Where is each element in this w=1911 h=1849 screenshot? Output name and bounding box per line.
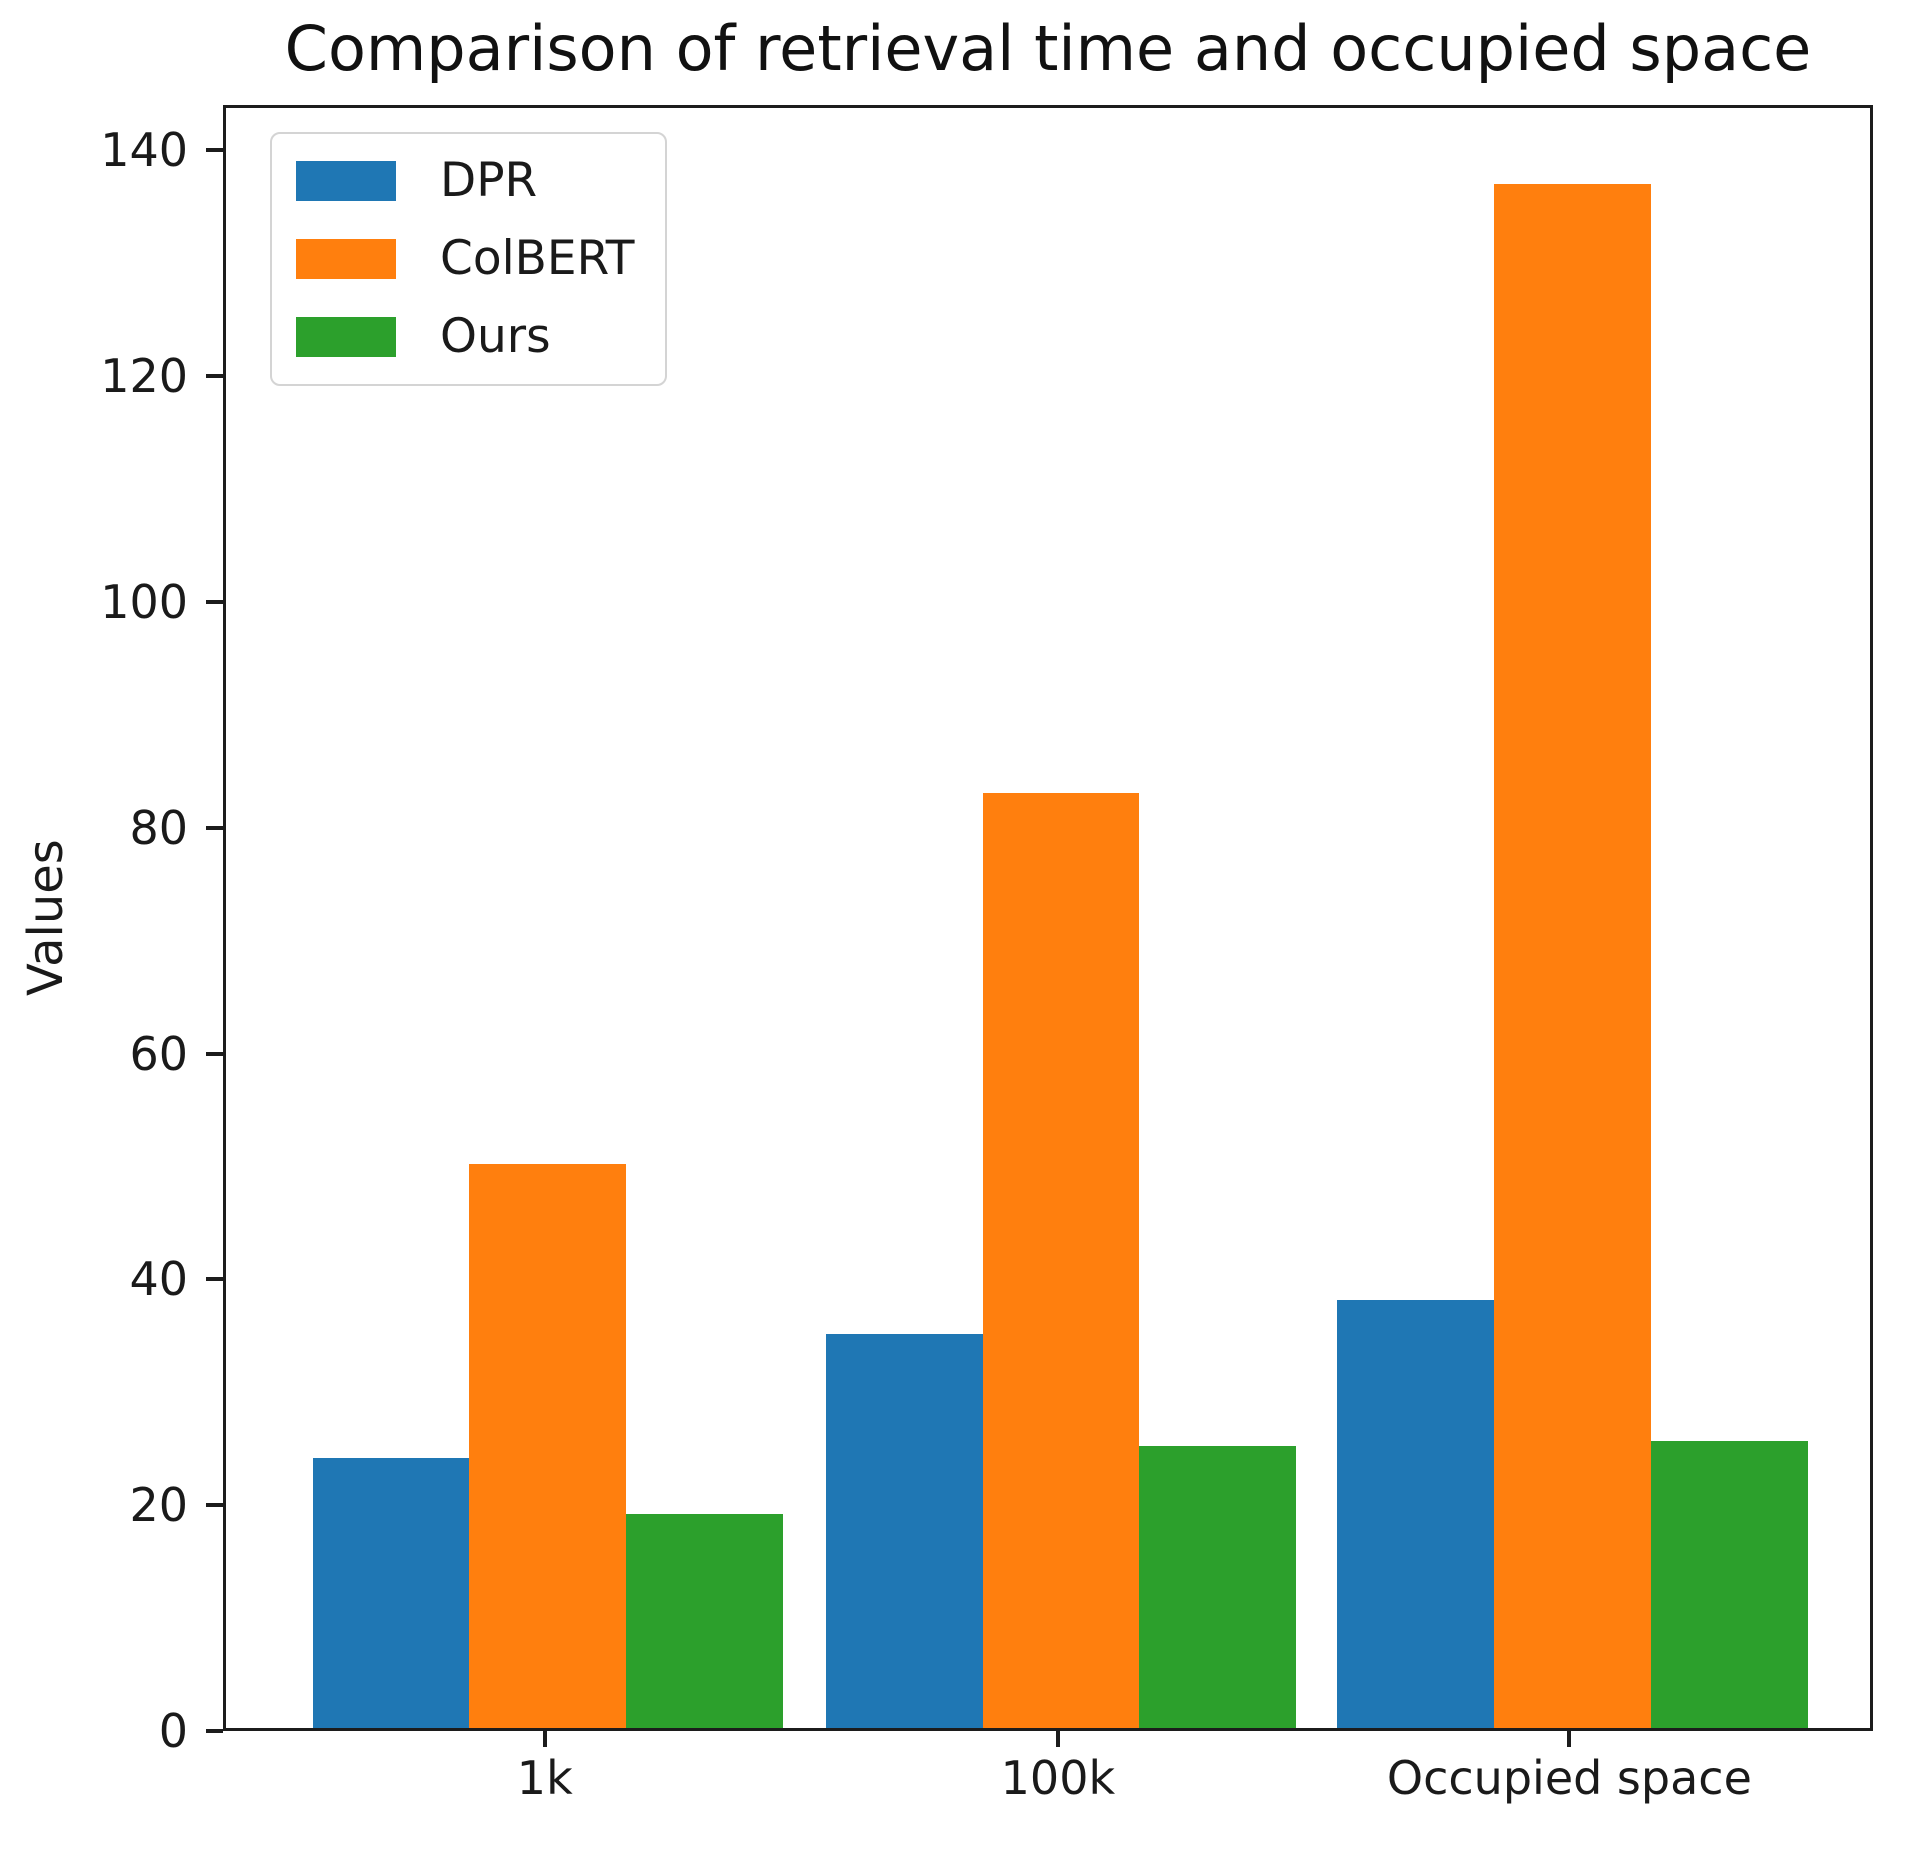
x-tick-mark — [1055, 1731, 1060, 1747]
legend-label: DPR — [440, 153, 538, 208]
bar — [626, 1513, 783, 1728]
bar — [1139, 1446, 1297, 1728]
legend-item: DPR — [296, 154, 635, 208]
y-tick-label: 140 — [100, 123, 188, 178]
y-tick-mark — [206, 1277, 223, 1282]
y-tick-mark — [206, 1051, 223, 1056]
x-tick-mark — [1567, 1731, 1572, 1747]
bar — [312, 1457, 470, 1728]
bar — [469, 1164, 627, 1728]
y-tick-mark — [206, 825, 223, 830]
legend-item: Ours — [296, 310, 635, 364]
y-tick-label: 80 — [129, 800, 188, 855]
bar — [1337, 1299, 1495, 1728]
legend: DPR ColBERT Ours — [270, 132, 667, 386]
y-tick-mark — [206, 599, 223, 604]
x-tick-label: 1k — [516, 1751, 573, 1805]
chart-title: Comparison of retrieval time and occupie… — [284, 12, 1812, 85]
legend-label: Ours — [440, 309, 551, 364]
bar — [1494, 183, 1651, 1728]
bar — [1650, 1440, 1808, 1728]
legend-swatch — [296, 239, 396, 279]
y-axis-label: Values — [18, 839, 74, 996]
x-tick-mark — [542, 1731, 547, 1747]
legend-label: ColBERT — [440, 231, 635, 286]
legend-swatch — [296, 161, 396, 201]
y-tick-label: 40 — [129, 1252, 188, 1307]
y-tick-label: 100 — [100, 574, 188, 629]
y-tick-mark — [206, 1729, 223, 1733]
legend-item: ColBERT — [296, 232, 635, 286]
y-tick-label: 0 — [158, 1704, 188, 1758]
legend-swatch — [296, 317, 396, 357]
bar — [982, 792, 1140, 1728]
y-tick-label: 20 — [129, 1478, 188, 1533]
y-tick-mark — [206, 1503, 223, 1508]
y-tick-label: 120 — [100, 349, 188, 403]
y-tick-mark — [206, 148, 223, 153]
plot-area: DPR ColBERT Ours — [223, 105, 1873, 1731]
x-tick-label: 100k — [1000, 1751, 1116, 1805]
y-tick-label: 60 — [129, 1026, 188, 1081]
bar — [825, 1333, 983, 1728]
x-tick-label: Occupied space — [1386, 1751, 1752, 1805]
y-tick-mark — [206, 374, 223, 378]
